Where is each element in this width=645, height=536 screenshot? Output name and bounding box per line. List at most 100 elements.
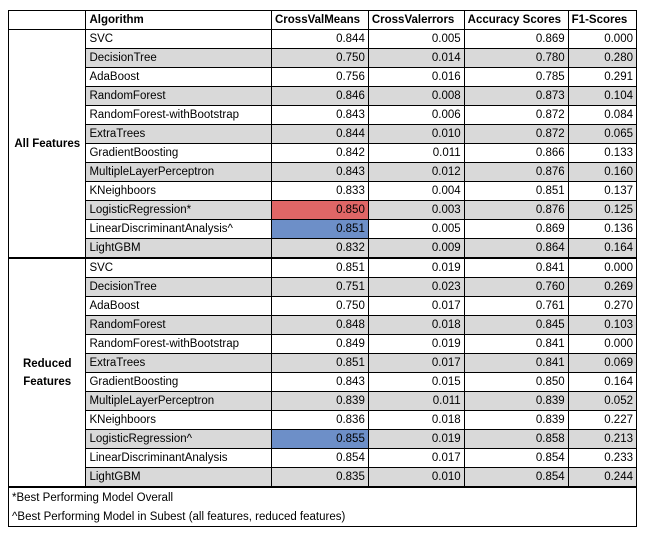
algorithm-cell: AdaBoost [85,67,272,87]
f1-cell: 0.084 [567,105,638,125]
crossvalerrors-cell: 0.017 [367,448,465,468]
crossvalmeans-cell: 0.844 [271,124,369,144]
algorithm-cell: LinearDiscriminantAnalysis [85,448,272,468]
f1-cell: 0.280 [567,48,638,68]
f1-cell: 0.233 [567,448,638,468]
footnote-text: ^Best Performing Model in Subest (all fe… [8,507,637,527]
crossvalerrors-cell: 0.012 [367,162,465,182]
accuracy-cell: 0.761 [463,296,569,316]
crossvalmeans-cell: 0.843 [271,372,369,392]
algorithm-cell: RandomForest-withBootstrap [85,105,272,125]
group-label: All Features [7,29,87,259]
algorithm-cell: GradientBoosting [85,372,272,392]
crossvalerrors-cell: 0.003 [367,200,465,220]
crossvalerrors-cell: 0.018 [367,410,465,430]
crossvalmeans-cell: 0.854 [271,448,369,468]
crossvalerrors-cell: 0.017 [367,353,465,373]
crossvalerrors-cell: 0.017 [367,296,465,316]
crossvalmeans-cell: 0.832 [271,238,369,259]
footnote-text: *Best Performing Model Overall [8,486,637,507]
crossvalmeans-cell: 0.844 [271,29,369,49]
f1-cell: 0.270 [567,296,638,316]
crossvalerrors-cell: 0.004 [367,181,465,201]
algorithm-cell: DecisionTree [85,277,272,297]
accuracy-cell: 0.869 [463,219,569,239]
table-body: All Features SVC 0.844 0.005 0.869 0.000 Decis… [7,29,638,527]
algorithm-cell: MultipleLayerPerceptron [85,391,272,411]
algorithm-cell: LogisticRegression* [85,200,272,220]
header-group [7,10,87,30]
table-row: DecisionTree 0.751 0.023 0.760 0.269 [9,277,638,297]
header-algorithm: Algorithm [85,10,272,30]
algorithm-cell: AdaBoost [85,296,272,316]
table-row: LightGBM 0.835 0.010 0.854 0.244 [9,467,638,488]
accuracy-cell: 0.866 [463,143,569,163]
crossvalerrors-cell: 0.006 [367,105,465,125]
table-row: MultipleLayerPerceptron 0.839 0.011 0.839 0.… [9,391,638,411]
f1-cell: 0.000 [567,334,638,354]
crossvalerrors-cell: 0.018 [367,315,465,335]
accuracy-cell: 0.839 [463,391,569,411]
accuracy-cell: 0.876 [463,200,569,220]
table-row: ExtraTrees 0.851 0.017 0.841 0.069 [9,353,638,373]
crossvalerrors-cell: 0.023 [367,277,465,297]
header-row: Algorithm CrossValMeans CrossValerrors A… [7,10,638,30]
algorithm-cell: GradientBoosting [85,143,272,163]
crossvalerrors-cell: 0.010 [367,467,465,488]
crossvalerrors-cell: 0.015 [367,372,465,392]
f1-cell: 0.164 [567,238,638,259]
f1-cell: 0.125 [567,200,638,220]
accuracy-cell: 0.839 [463,410,569,430]
crossvalmeans-cell: 0.756 [271,67,369,87]
f1-cell: 0.065 [567,124,638,144]
crossvalmeans-cell: 0.849 [271,334,369,354]
accuracy-cell: 0.872 [463,105,569,125]
crossvalmeans-cell: 0.750 [271,296,369,316]
crossvalerrors-cell: 0.019 [367,429,465,449]
accuracy-cell: 0.841 [463,257,569,278]
crossvalerrors-cell: 0.010 [367,124,465,144]
table-row: KNeighboors 0.833 0.004 0.851 0.137 [9,181,638,201]
f1-cell: 0.069 [567,353,638,373]
crossvalerrors-cell: 0.011 [367,143,465,163]
crossvalmeans-cell: 0.843 [271,162,369,182]
results-table: Algorithm CrossValMeans CrossValerrors A… [7,10,638,527]
header-f1-scores: F1-Scores [567,10,638,30]
algorithm-cell: KNeighboors [85,181,272,201]
group-label: Reduced Features [7,257,87,488]
accuracy-cell: 0.851 [463,181,569,201]
f1-cell: 0.164 [567,372,638,392]
crossvalmeans-cell: 0.851 [271,219,369,239]
crossvalmeans-cell: 0.855 [271,429,369,449]
f1-cell: 0.137 [567,181,638,201]
crossvalmeans-cell: 0.835 [271,467,369,488]
crossvalerrors-cell: 0.011 [367,391,465,411]
accuracy-cell: 0.845 [463,315,569,335]
accuracy-cell: 0.841 [463,353,569,373]
algorithm-cell: LogisticRegression^ [85,429,272,449]
f1-cell: 0.052 [567,391,638,411]
f1-cell: 0.244 [567,467,638,488]
table-row: RandomForest-withBootstrap 0.843 0.006 0.87… [9,105,638,125]
table-row: LogisticRegression* 0.850 0.003 0.876 0.125 [9,200,638,220]
table-row: AdaBoost 0.756 0.016 0.785 0.291 [9,67,638,87]
f1-cell: 0.136 [567,219,638,239]
algorithm-cell: RandomForest [85,86,272,106]
accuracy-cell: 0.841 [463,334,569,354]
crossvalmeans-cell: 0.839 [271,391,369,411]
table-row: RandomForest 0.848 0.018 0.845 0.103 [9,315,638,335]
algorithm-cell: LinearDiscriminantAnalysis^ [85,219,272,239]
f1-cell: 0.269 [567,277,638,297]
crossvalmeans-cell: 0.846 [271,86,369,106]
crossvalerrors-cell: 0.016 [367,67,465,87]
results-table-container: Algorithm CrossValMeans CrossValerrors A… [7,10,638,527]
accuracy-cell: 0.850 [463,372,569,392]
table-row: MultipleLayerPerceptron 0.843 0.012 0.876 0.… [9,162,638,182]
accuracy-cell: 0.876 [463,162,569,182]
algorithm-cell: KNeighboors [85,410,272,430]
crossvalerrors-cell: 0.008 [367,86,465,106]
accuracy-cell: 0.864 [463,238,569,259]
accuracy-cell: 0.785 [463,67,569,87]
f1-cell: 0.104 [567,86,638,106]
accuracy-cell: 0.780 [463,48,569,68]
